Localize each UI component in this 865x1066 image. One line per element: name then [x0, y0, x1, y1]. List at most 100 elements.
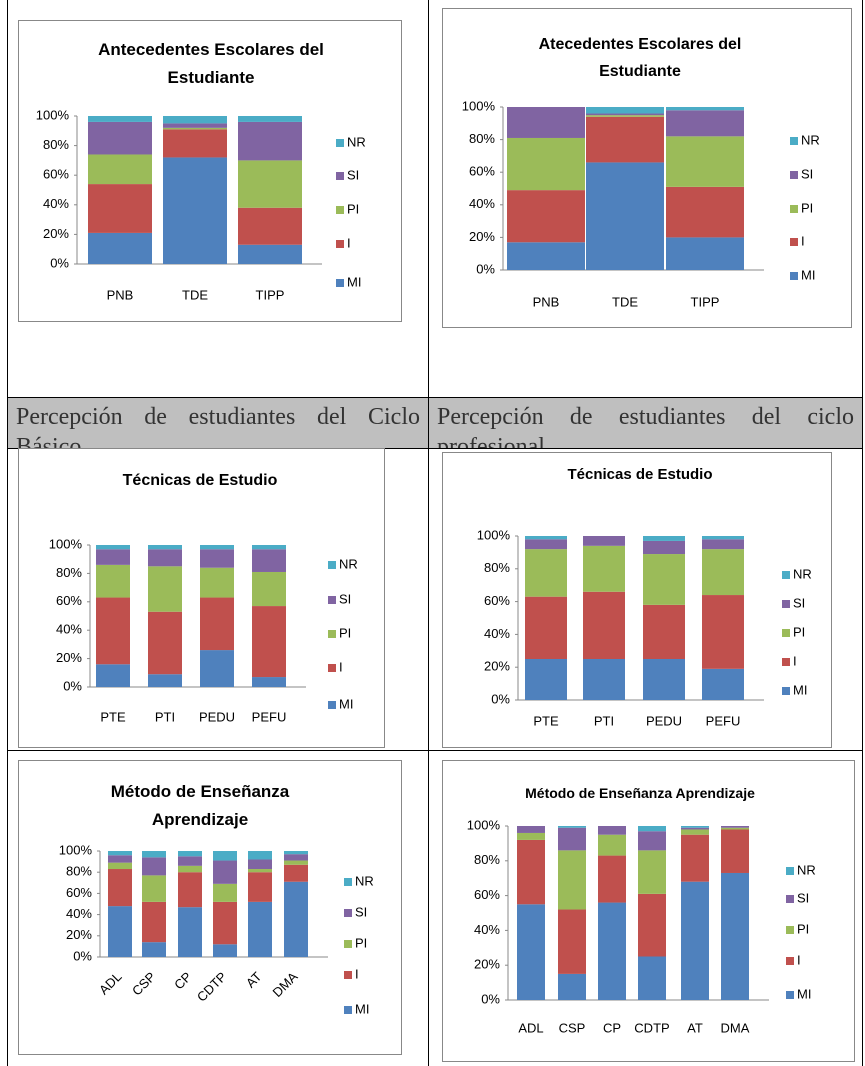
bar-segment [702, 536, 744, 540]
x-tick-label: PTI [594, 713, 614, 728]
y-tick-label: 20% [66, 927, 92, 942]
bar-segment [598, 902, 626, 1000]
bar-segment [643, 540, 685, 555]
chart-title: Técnicas de Estudio [567, 466, 713, 483]
legend-swatch [786, 867, 794, 875]
bar-segment [238, 121, 302, 161]
bar-segment [96, 664, 130, 687]
y-tick-label: 40% [469, 196, 495, 211]
bar-segment [586, 162, 664, 270]
y-tick-label: 40% [484, 626, 510, 641]
bar-segment [178, 872, 202, 908]
bar-segment [142, 942, 166, 957]
legend-swatch [328, 561, 336, 569]
bar-segment [598, 855, 626, 903]
bar-segment [638, 956, 666, 1000]
bar-segment [638, 831, 666, 851]
bar-segment [666, 110, 744, 137]
x-tick-label: ADL [96, 969, 124, 997]
bar-segment [583, 536, 625, 546]
legend-swatch [790, 272, 798, 280]
y-tick-label: 0% [63, 678, 82, 693]
bar-segment [525, 549, 567, 597]
chart-frame [442, 452, 832, 748]
bar-segment [681, 834, 709, 882]
bar-segment [702, 549, 744, 596]
bar-segment [178, 856, 202, 866]
legend-label: NR [339, 556, 358, 571]
bar-segment [142, 851, 166, 858]
column-header: Percepción de estudiantes del Ciclo Bási… [8, 398, 428, 448]
legend-label: PI [793, 624, 805, 639]
x-tick-label: PNB [533, 294, 560, 309]
bar-segment [638, 826, 666, 832]
legend-swatch [786, 895, 794, 903]
y-tick-label: 100% [477, 527, 511, 542]
bar-segment [643, 604, 685, 659]
bar-segment [148, 566, 182, 612]
y-tick-label: 20% [474, 957, 500, 972]
bar-segment [248, 851, 272, 860]
legend-swatch [786, 926, 794, 934]
legend-swatch [790, 137, 798, 145]
legend-label: NR [355, 873, 374, 888]
legend-label: NR [347, 134, 366, 149]
legend-swatch [336, 279, 344, 287]
table-border [7, 750, 863, 751]
legend-swatch [336, 172, 344, 180]
table-border [7, 448, 863, 449]
legend-swatch [336, 240, 344, 248]
bar-segment [88, 184, 152, 233]
y-tick-label: 60% [43, 167, 69, 182]
bar-segment [108, 906, 132, 957]
legend-swatch [328, 701, 336, 709]
bar-segment [598, 826, 626, 835]
legend-swatch [786, 957, 794, 965]
legend-label: MI [347, 274, 361, 289]
bar-segment [148, 545, 182, 550]
legend-swatch [782, 658, 790, 666]
bar-segment [252, 549, 286, 572]
x-tick-label: AT [243, 969, 265, 991]
bar-segment [586, 107, 664, 114]
legend-label: NR [797, 862, 816, 877]
bar-segment [163, 127, 227, 130]
bar-segment [517, 904, 545, 1000]
bar-segment [525, 596, 567, 659]
legend-label: MI [793, 682, 807, 697]
legend-swatch [782, 629, 790, 637]
bar-segment [148, 674, 182, 687]
bar-segment [517, 826, 545, 833]
y-tick-label: 40% [56, 622, 82, 637]
legend-swatch [344, 971, 352, 979]
bar-segment [666, 186, 744, 238]
chart-title: Antecedentes Escolares del Estudiante [98, 40, 324, 87]
bar-segment [638, 893, 666, 957]
bar-segment [248, 901, 272, 957]
chart-frame [18, 760, 402, 1055]
legend-swatch [336, 206, 344, 214]
legend-swatch [790, 238, 798, 246]
x-tick-label: TDE [182, 287, 208, 302]
legend-label: SI [801, 166, 813, 181]
legend-label: SI [339, 591, 351, 606]
bar-segment [721, 872, 749, 1000]
bar-segment [525, 536, 567, 540]
bar-segment [178, 907, 202, 957]
bar-segment [163, 116, 227, 124]
x-tick-label: PEDU [646, 713, 682, 728]
chart-title: Técnicas de Estudio [122, 472, 278, 489]
bar-segment [666, 136, 744, 187]
y-tick-label: 0% [491, 691, 510, 706]
bar-segment [583, 591, 625, 659]
legend-label: SI [347, 167, 359, 182]
legend-label: I [793, 653, 797, 668]
bar-segment [108, 851, 132, 856]
y-tick-label: 0% [73, 948, 92, 963]
bar-segment [702, 595, 744, 669]
legend-swatch [328, 664, 336, 672]
bar-segment [558, 850, 586, 910]
bar-segment [238, 207, 302, 245]
bar-segment [558, 827, 586, 851]
